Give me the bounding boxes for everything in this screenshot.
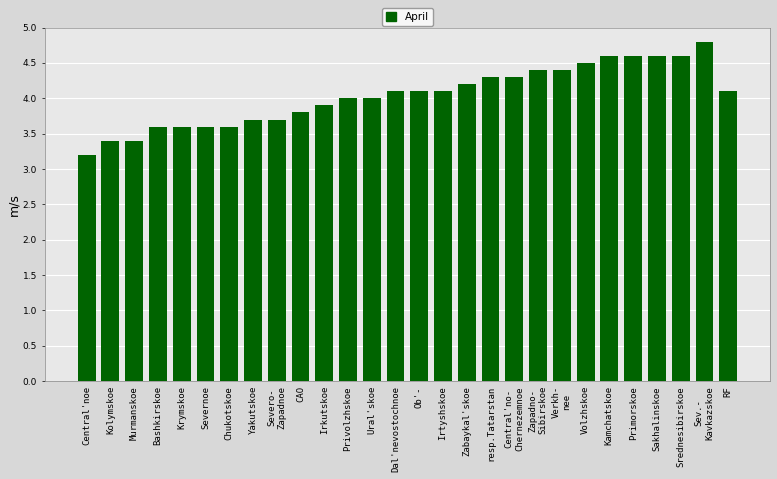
Bar [197, 126, 214, 381]
Bar [695, 42, 713, 381]
Bar [410, 91, 428, 381]
Bar [102, 141, 120, 381]
Bar [505, 77, 523, 381]
Bar [648, 56, 666, 381]
Bar [458, 84, 476, 381]
Bar [125, 141, 143, 381]
Bar [291, 113, 309, 381]
Bar [482, 77, 500, 381]
Bar [363, 98, 381, 381]
Bar [387, 91, 404, 381]
Bar [601, 56, 618, 381]
Bar [624, 56, 642, 381]
Bar [78, 155, 96, 381]
Y-axis label: m/s: m/s [7, 193, 20, 216]
Bar [149, 126, 167, 381]
Bar [529, 70, 547, 381]
Bar [339, 98, 357, 381]
Bar [672, 56, 689, 381]
Bar [577, 63, 594, 381]
Bar [268, 119, 286, 381]
Bar [220, 126, 238, 381]
Bar [244, 119, 262, 381]
Bar [720, 91, 737, 381]
Bar [315, 105, 333, 381]
Bar [434, 91, 452, 381]
Bar [553, 70, 571, 381]
Legend: April: April [382, 8, 433, 26]
Bar [172, 126, 190, 381]
